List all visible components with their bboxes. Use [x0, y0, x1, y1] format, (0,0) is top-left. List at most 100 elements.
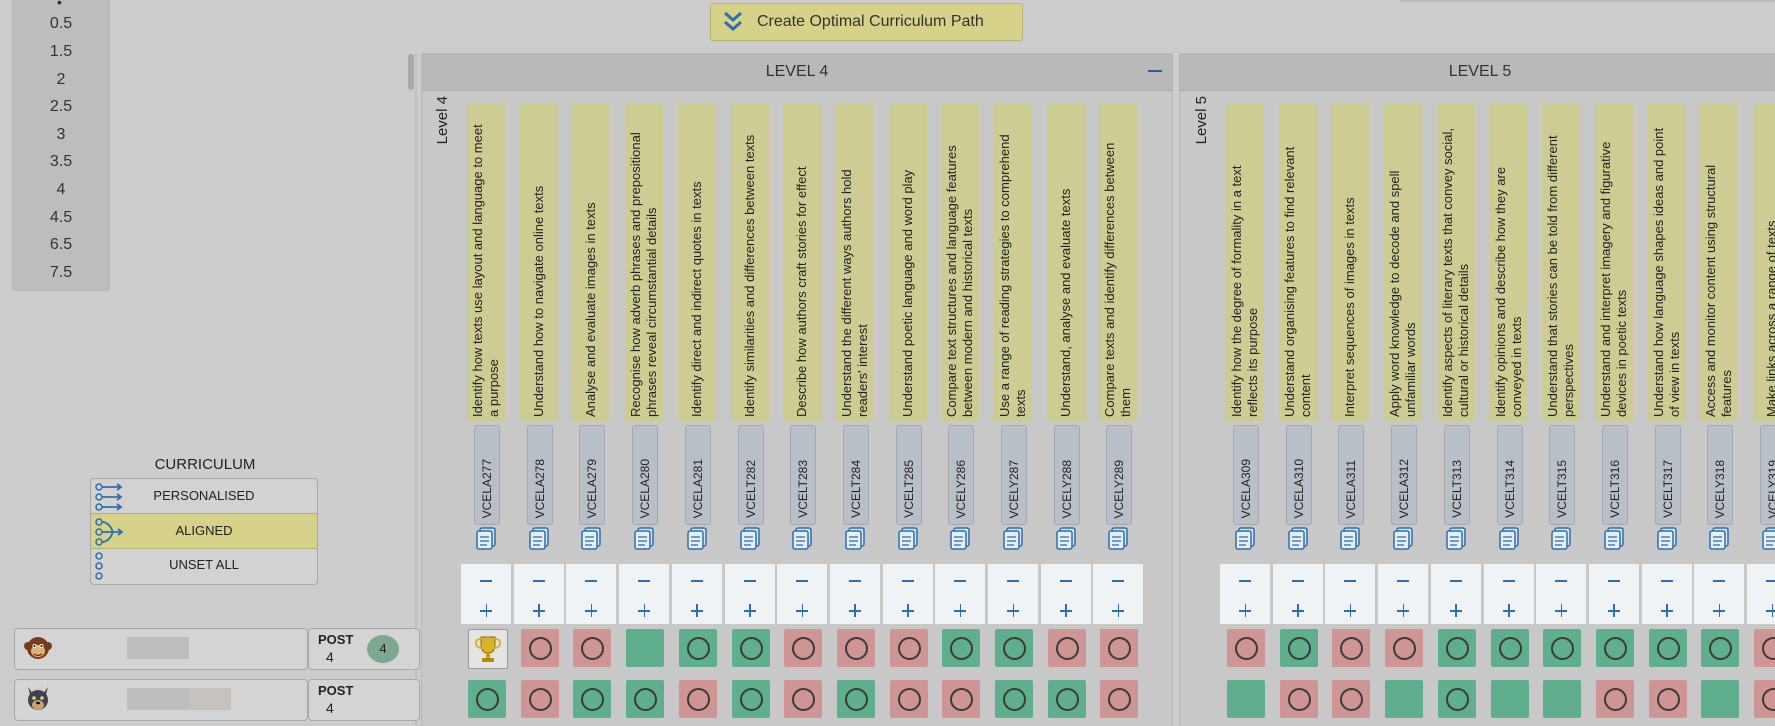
- progress-cell[interactable]: [1437, 629, 1476, 667]
- minus-icon[interactable]: [1239, 580, 1251, 582]
- minus-icon[interactable]: [1007, 580, 1019, 582]
- outcome-code[interactable]: VCELT314: [1496, 425, 1523, 525]
- plus-icon[interactable]: [1402, 604, 1405, 617]
- progress-cell[interactable]: [836, 680, 875, 718]
- outcome-description[interactable]: Understand how to navigate online texts: [519, 103, 558, 421]
- minus-icon[interactable]: [1397, 580, 1410, 582]
- minus-icon[interactable]: [1112, 580, 1125, 582]
- document-icon[interactable]: [1761, 527, 1775, 551]
- plus-icon[interactable]: [1297, 604, 1299, 617]
- document-icon[interactable]: [1392, 527, 1414, 551]
- plus-icon[interactable]: [801, 604, 804, 617]
- progress-cell[interactable]: [1754, 629, 1775, 667]
- plus-icon[interactable]: [1560, 604, 1563, 617]
- progress-cell[interactable]: [1490, 680, 1529, 718]
- value-list-item[interactable]: 4: [56, 181, 66, 198]
- progress-cell[interactable]: [1332, 629, 1371, 667]
- document-icon[interactable]: [949, 527, 971, 551]
- outcome-code[interactable]: VCELA279: [579, 425, 606, 525]
- outcome-code[interactable]: VCELT315: [1549, 425, 1576, 525]
- outcome-code[interactable]: VCELA278: [526, 425, 553, 525]
- outcome-description[interactable]: Identify opinions and describe how they …: [1489, 103, 1528, 421]
- plus-icon[interactable]: [1455, 604, 1457, 617]
- value-list-item[interactable]: 7.5: [49, 264, 73, 281]
- document-icon[interactable]: [1656, 527, 1678, 551]
- plus-icon[interactable]: [485, 604, 487, 617]
- progress-cell[interactable]: [995, 680, 1033, 718]
- minus-icon[interactable]: [1607, 580, 1620, 582]
- progress-cell[interactable]: [1227, 680, 1265, 718]
- progress-cell[interactable]: [784, 629, 823, 667]
- outcome-description[interactable]: Understand poetic language and word play: [888, 103, 927, 421]
- minus-icon[interactable]: [1502, 580, 1515, 582]
- plus-icon[interactable]: [643, 604, 646, 617]
- progress-cell[interactable]: [1279, 680, 1318, 718]
- minus-icon[interactable]: [690, 580, 703, 582]
- progress-cell[interactable]: [1648, 680, 1687, 718]
- value-list-item[interactable]: 0.5: [49, 15, 73, 32]
- progress-cell[interactable]: [1227, 629, 1265, 667]
- plus-icon[interactable]: [1666, 604, 1668, 617]
- progress-cell[interactable]: [731, 680, 770, 718]
- plus-icon[interactable]: [1065, 604, 1067, 617]
- plus-icon[interactable]: [1117, 604, 1120, 617]
- progress-cell[interactable]: [573, 680, 612, 718]
- outcome-code[interactable]: VCELY289: [1106, 425, 1133, 525]
- progress-cell[interactable]: [626, 629, 665, 667]
- outcome-description[interactable]: Recognise how adverb phrases and preposi…: [625, 103, 664, 421]
- outcome-description[interactable]: Identify aspects of literary texts that …: [1436, 103, 1475, 421]
- plus-icon[interactable]: [959, 604, 962, 617]
- progress-cell[interactable]: [995, 629, 1033, 667]
- progress-cell[interactable]: [1543, 629, 1582, 667]
- progress-cell[interactable]: [573, 629, 612, 667]
- progress-cell[interactable]: [626, 680, 665, 718]
- document-icon[interactable]: [844, 527, 866, 551]
- outcome-description[interactable]: Understand organising features to find r…: [1278, 103, 1317, 421]
- minus-icon[interactable]: [954, 580, 967, 582]
- plus-icon[interactable]: [1771, 604, 1773, 617]
- progress-cell[interactable]: [1595, 629, 1634, 667]
- outcome-code[interactable]: VCELT284: [842, 425, 869, 525]
- plus-icon[interactable]: [1613, 604, 1615, 617]
- progress-cell[interactable]: [1100, 629, 1139, 667]
- outcome-description[interactable]: Understand, analyse and evaluate texts: [1046, 103, 1085, 421]
- minus-icon[interactable]: [638, 580, 651, 582]
- value-list-item[interactable]: 3: [56, 126, 66, 143]
- outcome-description[interactable]: Compare text structures and language fea…: [941, 103, 980, 421]
- minus-icon[interactable]: [796, 580, 809, 582]
- outcome-description[interactable]: Understand how language shapes ideas and…: [1647, 103, 1686, 421]
- progress-cell[interactable]: [836, 629, 875, 667]
- outcome-code[interactable]: VCELA281: [684, 425, 711, 525]
- plus-icon[interactable]: [907, 604, 909, 617]
- document-icon[interactable]: [580, 527, 602, 551]
- value-list-item[interactable]: 1.5: [49, 43, 73, 60]
- document-icon[interactable]: [686, 527, 708, 551]
- document-icon[interactable]: [1002, 527, 1024, 551]
- progress-cell[interactable]: [1047, 680, 1086, 718]
- minus-icon[interactable]: [1291, 580, 1304, 582]
- outcome-description[interactable]: Interpret sequences of images in texts: [1331, 103, 1370, 421]
- minus-icon[interactable]: [1059, 580, 1072, 582]
- outcome-code[interactable]: VCELY286: [948, 425, 975, 525]
- document-icon[interactable]: [791, 527, 813, 551]
- progress-cell[interactable]: [678, 680, 717, 718]
- document-icon[interactable]: [528, 527, 550, 551]
- outcome-code[interactable]: VCELA311: [1338, 425, 1365, 525]
- minus-icon[interactable]: [532, 580, 545, 582]
- value-list[interactable]: • 0.5 1.5 2 2.5 3 3.5 4 4.5 6.5 7.5: [12, 0, 110, 291]
- document-icon[interactable]: [475, 527, 497, 551]
- value-list-item[interactable]: 2: [56, 71, 66, 88]
- document-icon[interactable]: [1708, 527, 1730, 551]
- outcome-code[interactable]: VCELA280: [632, 425, 659, 525]
- outcome-description[interactable]: Analyse and evaluate images in texts: [572, 103, 611, 421]
- minus-icon[interactable]: [480, 580, 492, 582]
- progress-cell[interactable]: [1279, 629, 1318, 667]
- student-row-1[interactable]: [14, 628, 308, 670]
- outcome-code[interactable]: VCELY319: [1760, 425, 1775, 525]
- value-list-item[interactable]: 6.5: [49, 236, 73, 253]
- outcome-code[interactable]: VCELA277: [474, 425, 500, 525]
- outcome-description[interactable]: Understand that stories can be told from…: [1542, 103, 1581, 421]
- document-icon[interactable]: [1550, 527, 1572, 551]
- progress-cell[interactable]: [1385, 680, 1424, 718]
- outcome-description[interactable]: Describe how authors craft stories for e…: [783, 103, 822, 421]
